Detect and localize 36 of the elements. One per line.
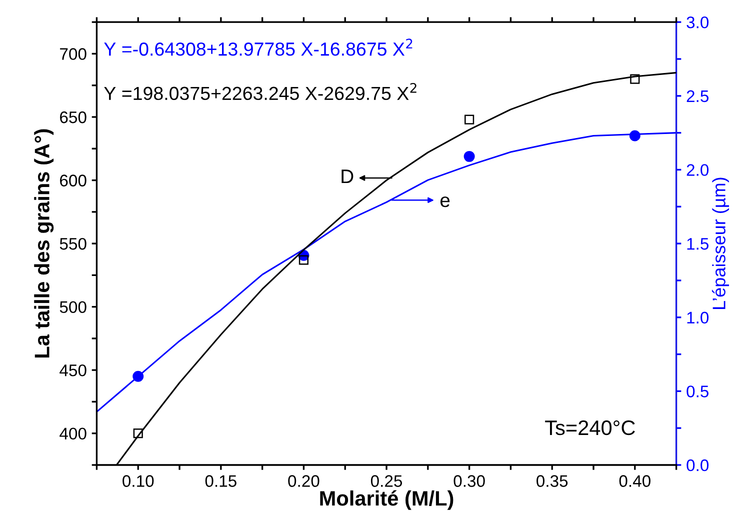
annotation: D <box>342 170 354 184</box>
annotation: Ts=240°C <box>545 420 635 436</box>
y-tick-label: 700 <box>60 48 86 60</box>
point <box>630 74 640 84</box>
point <box>298 255 309 265</box>
x-tick-label: 0.10 <box>122 475 154 487</box>
point <box>464 114 474 124</box>
y2-tick-label: 2.5 <box>686 90 708 102</box>
point <box>629 130 640 142</box>
y-axis-title: La taille des grains (A°) <box>34 129 54 358</box>
y2-tick-label: 1.5 <box>687 238 708 250</box>
y2-axis-title: L’épaisseur (µm) <box>712 178 730 309</box>
point <box>132 370 144 382</box>
annotation: Y =-0.64308+13.97785 X-16.8675 X$^{2}$ <box>104 38 412 56</box>
y-tick-label: 500 <box>60 301 86 314</box>
y-tick-label: 400 <box>60 428 86 440</box>
annotation: Y =198.0375+2263.245 X-2629.75 X$^{2}$ <box>104 82 416 100</box>
y-tick-label: 650 <box>60 111 86 124</box>
x-tick-label: 0.20 <box>288 475 320 487</box>
x-tick-label: 0.35 <box>536 475 568 487</box>
y2-tick-label: 0.0 <box>686 459 709 472</box>
x-tick-label: 0.25 <box>370 475 402 487</box>
y2-tick-label: 1.0 <box>687 312 709 324</box>
point <box>133 428 143 438</box>
y2-tick-label: 3.0 <box>686 16 709 28</box>
y-tick-label: 550 <box>60 238 86 250</box>
y2-tick-label: 0.5 <box>686 386 708 398</box>
x-axis-title: Molarité (M/L) <box>320 490 454 510</box>
x-tick-label: 0.40 <box>619 475 650 487</box>
y-tick-label: 450 <box>60 364 86 376</box>
point <box>464 150 475 162</box>
annotation: e <box>440 196 450 208</box>
x-tick-label: 0.15 <box>205 475 236 487</box>
x-tick-label: 0.30 <box>454 475 485 487</box>
y-tick-label: 600 <box>60 174 86 186</box>
y2-tick-label: 2.0 <box>686 164 709 176</box>
